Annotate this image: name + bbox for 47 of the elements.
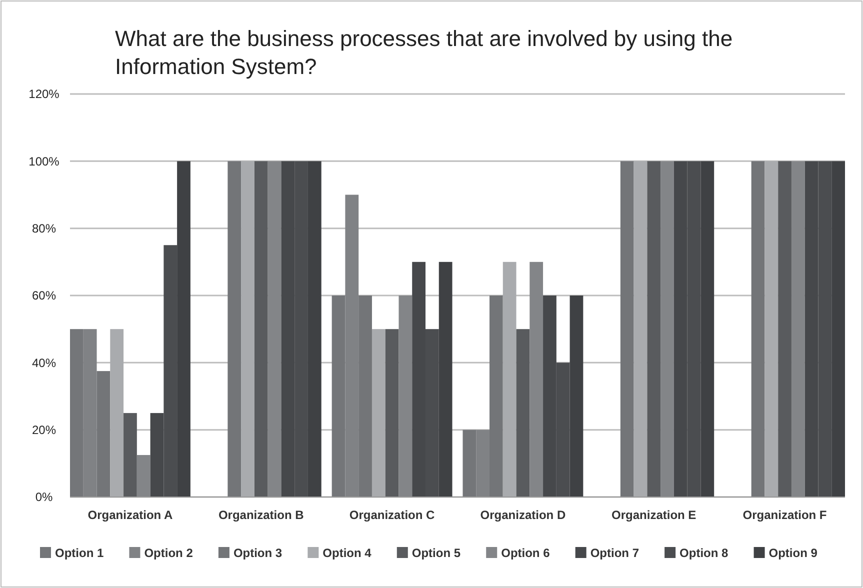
bar [110,329,124,497]
y-tick-label: 0% [35,490,53,504]
x-tick-label: Organization E [612,508,696,522]
bar [634,161,648,497]
bar [490,296,503,497]
chart-title: What are the business processes that are involved by using the Information System? [115,26,733,79]
bar [791,161,805,497]
bar [620,161,634,497]
legend-label: Option 6 [501,546,550,560]
bar [764,161,778,497]
bar [241,161,254,497]
x-tick-label: Organization C [349,508,436,522]
bar [358,296,372,497]
y-tick-label: 60% [32,288,56,303]
bar [398,296,412,497]
x-tick-label: Organization A [88,508,173,522]
bar [385,329,399,497]
bar [228,161,242,497]
bar [96,371,110,497]
bar [268,161,282,497]
legend-label: Option 4 [322,546,372,560]
y-tick-label: 20% [32,423,56,438]
y-tick-label: 100% [28,154,60,168]
legend-label: Option 8 [680,546,729,560]
bar [751,161,765,497]
bar [660,161,674,497]
x-tick-label: Organization D [480,508,566,522]
bar [124,413,137,497]
y-tick-label: 80% [32,222,56,236]
legend-label: Option 5 [412,546,461,560]
bar [530,262,544,497]
bar [136,455,150,497]
bar [647,161,661,497]
bar [254,161,268,497]
legend-label: Option 3 [233,546,282,560]
x-tick-label: Organization B [218,508,304,522]
bar [372,329,386,497]
legend-label: Option 9 [768,546,818,560]
legend-label: Option 1 [55,546,104,560]
x-tick-label: Organization F [742,508,827,522]
legend-label: Option 2 [144,546,194,560]
y-tick-label: 40% [32,356,56,370]
legend-label: Option 7 [590,546,640,560]
bar [516,329,530,497]
y-tick-label: 120% [28,87,60,102]
bar [778,161,792,497]
bar [502,262,516,497]
